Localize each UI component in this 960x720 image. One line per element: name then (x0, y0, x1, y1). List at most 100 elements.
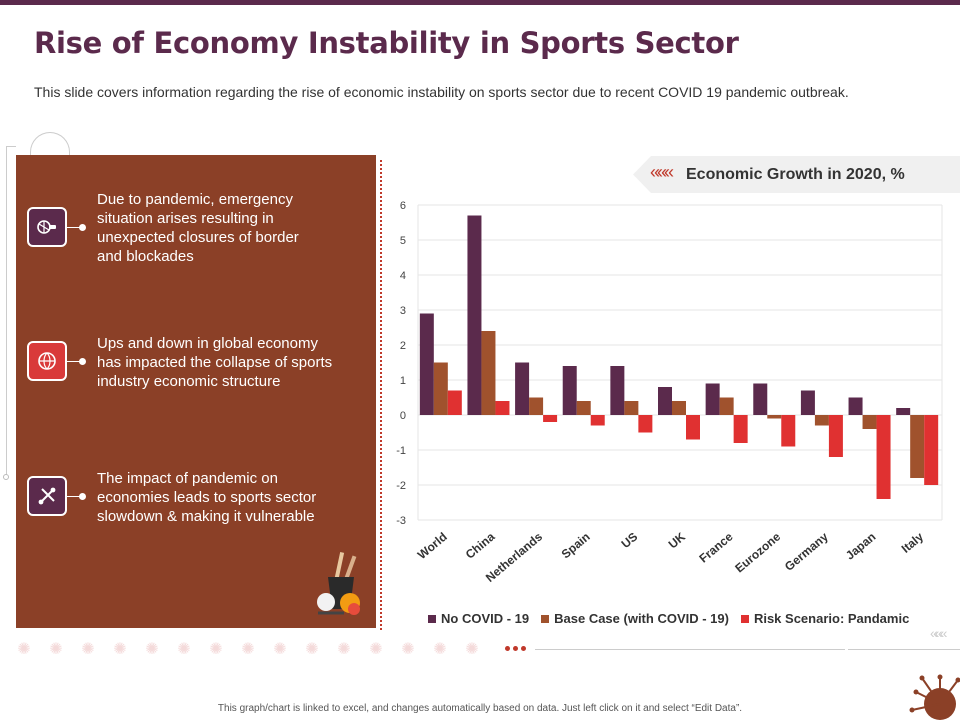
virus-decor-icon: ✺ (49, 641, 63, 658)
decor-line (6, 146, 7, 476)
virus-decor-icon: ✺ (177, 641, 191, 658)
bar (576, 401, 591, 415)
sports-illustration-icon (317, 552, 360, 615)
bar (896, 408, 911, 415)
bar (814, 415, 829, 426)
chart-header-banner (633, 156, 960, 193)
virus-decor-icon: ✺ (113, 641, 127, 658)
y-tick-label: 0 (400, 410, 406, 422)
bar (753, 383, 768, 415)
legend-swatch (428, 614, 436, 623)
info-text-line: Due to pandemic, emergency (97, 191, 293, 208)
bar (638, 415, 653, 433)
chart-legend: No COVID - 19 Base Case (with COVID - 19… (428, 611, 909, 626)
bar (781, 415, 796, 447)
bar (515, 362, 530, 415)
connector-line (67, 496, 81, 497)
virus-decor-icon: ✺ (209, 641, 223, 658)
bar (590, 415, 605, 426)
bar (495, 401, 510, 415)
chevrons-left-icon: ««« (930, 625, 947, 641)
decor-rule (848, 649, 960, 650)
y-tick-label: -3 (396, 515, 406, 527)
chevrons-left-icon: ««« (650, 162, 674, 182)
bar (562, 366, 577, 415)
bar (529, 397, 544, 415)
bar (672, 401, 686, 415)
sports-gear-icon (27, 476, 67, 516)
bar (862, 415, 877, 429)
bar (467, 215, 482, 415)
virus-decor-icon: ✺ (369, 641, 383, 658)
bar (848, 397, 863, 415)
decor-rule (535, 649, 845, 650)
y-tick-label: 2 (400, 340, 406, 352)
page-title: Rise of Economy Instability in Sports Se… (34, 26, 739, 60)
info-text-line: economies leads to sports sector (97, 489, 317, 506)
connector-dot (79, 358, 86, 365)
chart-title: Economic Growth in 2020, % (686, 166, 905, 183)
decor-pattern-row: ✺ ✺ ✺ ✺ ✺ ✺ ✺ ✺ ✺ ✺ ✺ ✺ ✺ ✺ ✺ (16, 642, 480, 658)
virus-decor-icon: ✺ (401, 641, 415, 658)
legend-item: Base Case (with COVID - 19) (541, 611, 729, 626)
page-subtitle: This slide covers information regarding … (34, 84, 849, 100)
legend-label: Risk Scenario: Pandamic (753, 611, 910, 626)
divider-dotted (380, 160, 382, 630)
bar (624, 401, 639, 415)
bar (800, 390, 815, 415)
bar (705, 383, 720, 415)
info-text-line: Ups and down in global economy (97, 335, 318, 352)
x-tick-label: Germany (782, 529, 831, 573)
info-text-line: slowdown & making it vulnerable (97, 508, 315, 525)
bar (481, 331, 496, 415)
bar (543, 415, 558, 422)
bar (686, 415, 700, 440)
y-tick-label: 5 (400, 235, 406, 247)
info-text-line: industry economic structure (97, 373, 281, 390)
x-tick-label: France (696, 529, 735, 565)
bar (828, 415, 843, 457)
x-tick-label: World (415, 530, 450, 562)
legend-label: Base Case (with COVID - 19) (554, 611, 729, 626)
globe-ball-icon (27, 341, 67, 381)
legend-item: Risk Scenario: Pandamic (740, 611, 910, 626)
x-tick-label: US (619, 530, 641, 551)
bar (910, 415, 925, 478)
info-text-line: situation arises resulting in (97, 210, 274, 227)
x-tick-label: UK (666, 529, 689, 551)
legend-item: No COVID - 19 (428, 611, 529, 626)
y-tick-label: 4 (400, 270, 406, 282)
virus-decor-icon: ✺ (145, 641, 159, 658)
virus-icon (909, 674, 960, 720)
bar (924, 415, 939, 485)
x-tick-label: Japan (843, 530, 879, 563)
connector-dot (79, 224, 86, 231)
legend-swatch (541, 614, 550, 623)
info-text: Due to pandemic, emergency situation ari… (97, 190, 362, 266)
bar (719, 397, 734, 415)
virus-decor-icon: ✺ (241, 641, 255, 658)
y-tick-label: -1 (396, 445, 406, 457)
footer-note: This graph/chart is linked to excel, and… (217, 703, 743, 714)
legend-swatch (740, 614, 749, 623)
info-text-line: The impact of pandemic on (97, 470, 278, 487)
bar (876, 415, 891, 499)
sports-equipment-icon (27, 207, 67, 247)
bar (658, 387, 672, 415)
virus-decor-icon: ✺ (305, 641, 319, 658)
x-tick-label: Spain (559, 530, 593, 562)
x-tick-label: Italy (899, 529, 927, 555)
bar (447, 390, 462, 415)
top-accent-bar (0, 0, 960, 5)
decor-dot (3, 474, 9, 480)
bar (767, 415, 782, 419)
bar (733, 415, 748, 443)
y-tick-label: 3 (400, 305, 406, 317)
y-tick-label: -2 (396, 480, 406, 492)
connector-dot (79, 493, 86, 500)
info-panel: Due to pandemic, emergency situation ari… (16, 155, 376, 628)
virus-decor-icon: ✺ (465, 641, 479, 658)
info-text: Ups and down in global economy has impac… (97, 334, 362, 391)
bar (433, 362, 448, 415)
